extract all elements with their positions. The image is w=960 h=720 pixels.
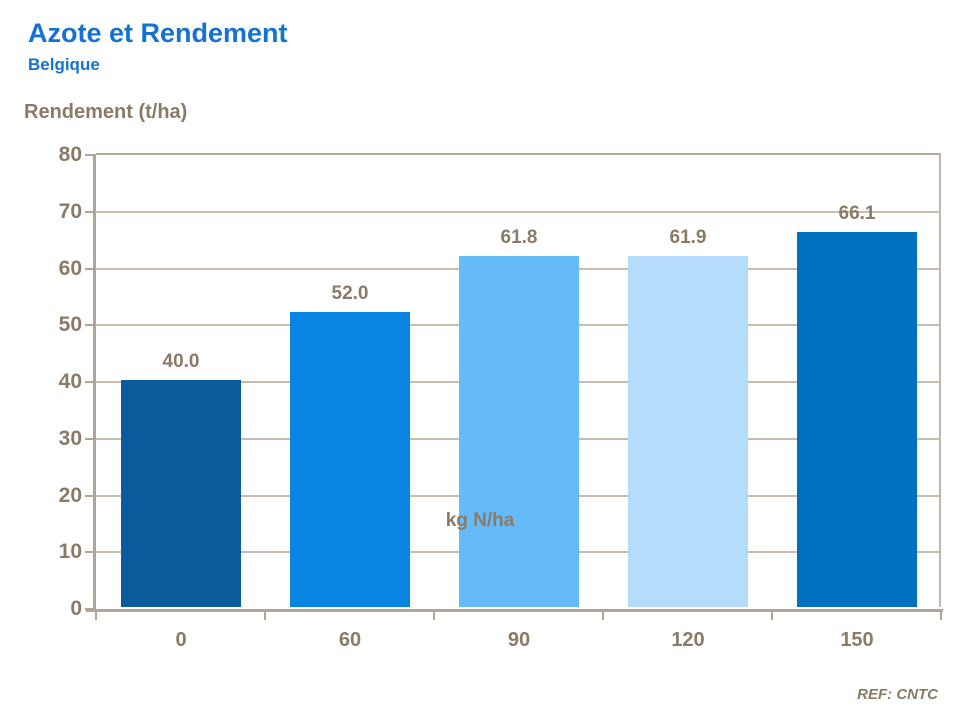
bar-90 bbox=[459, 256, 579, 607]
bar-0 bbox=[121, 380, 241, 607]
gridline-y-70 bbox=[96, 210, 939, 213]
y-tick-60 bbox=[85, 267, 96, 270]
y-tick-0 bbox=[85, 608, 96, 610]
y-tick-label-30: 30 bbox=[58, 426, 82, 450]
x-category-label-0: 0 bbox=[175, 629, 187, 651]
x-tick-1 bbox=[264, 609, 266, 620]
x-category-label-150: 150 bbox=[840, 629, 874, 651]
x-tick-4 bbox=[771, 609, 773, 620]
y-tick-label-60: 60 bbox=[58, 256, 82, 280]
x-tick-3 bbox=[602, 609, 604, 620]
x-axis-title: kg N/ha bbox=[445, 510, 515, 531]
y-tick-label-20: 20 bbox=[58, 483, 82, 507]
y-tick-label-70: 70 bbox=[58, 199, 82, 223]
x-tick-5 bbox=[940, 609, 942, 620]
y-tick-40 bbox=[85, 381, 96, 383]
bar-120 bbox=[628, 256, 748, 607]
y-tick-label-50: 50 bbox=[58, 313, 82, 337]
y-tick-30 bbox=[85, 437, 96, 440]
y-tick-label-40: 40 bbox=[58, 370, 82, 393]
y-tick-label-80: 80 bbox=[58, 143, 82, 166]
bar-chart-plot-area: 0 10 20 30 40 50 60 70 80 40.0 0 52.0 60 61.8 90 61.9 12… bbox=[59, 143, 943, 651]
bar-value-label-120: 61.9 bbox=[669, 227, 707, 248]
bar-value-label-0: 40.0 bbox=[162, 351, 200, 372]
y-tick-label-10: 10 bbox=[58, 540, 82, 564]
bar-150 bbox=[797, 232, 917, 607]
x-category-label-90: 90 bbox=[507, 629, 531, 651]
bar-value-label-150: 66.1 bbox=[838, 203, 876, 224]
y-tick-20 bbox=[85, 494, 96, 497]
y-axis-title: Rendement (t/ha) bbox=[24, 101, 188, 123]
x-category-label-60: 60 bbox=[338, 629, 362, 651]
x-category-label-120: 120 bbox=[671, 629, 705, 651]
y-axis-line bbox=[93, 155, 96, 612]
reference-label: REF: CNTC bbox=[857, 686, 938, 703]
bar-value-label-60: 52.0 bbox=[331, 283, 369, 304]
x-tick-0 bbox=[95, 609, 97, 620]
page-subtitle: Belgique bbox=[28, 55, 100, 74]
page-title: Azote et Rendement bbox=[28, 18, 288, 48]
y-tick-80 bbox=[85, 154, 96, 156]
bar-60 bbox=[290, 312, 410, 607]
y-tick-10 bbox=[85, 551, 96, 554]
y-tick-70 bbox=[85, 210, 96, 213]
x-axis-line bbox=[86, 609, 943, 612]
x-tick-2 bbox=[433, 609, 435, 620]
y-tick-label-0: 0 bbox=[70, 597, 82, 620]
y-tick-50 bbox=[85, 324, 96, 327]
bar-value-label-90: 61.8 bbox=[500, 227, 538, 248]
